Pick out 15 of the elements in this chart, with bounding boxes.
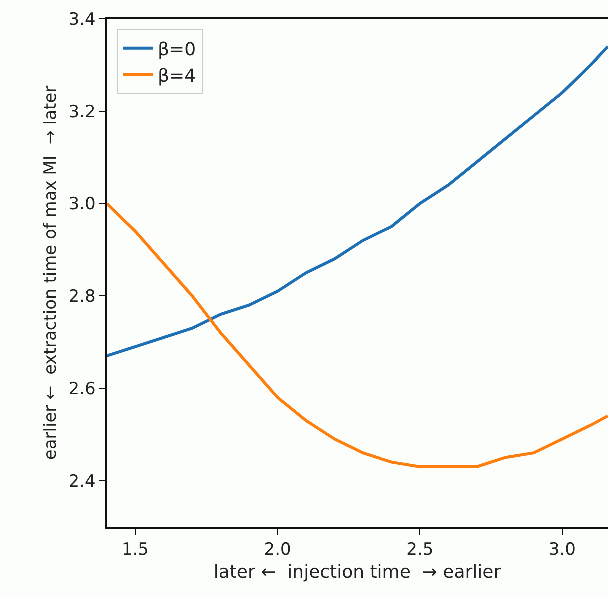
y-tick-label: 2.8 [68, 287, 96, 308]
y-axis-title: earlier ← extraction time of max MI → later [40, 86, 61, 460]
x-tick-label: 2.5 [406, 540, 434, 560]
legend-label: β=4 [158, 66, 196, 87]
y-tick-label: 3.2 [68, 102, 96, 122]
line-series [107, 202, 608, 468]
x-tick-label: 2.0 [264, 540, 292, 560]
x-axis-title: later ← injection time → earlier [214, 562, 502, 583]
legend-label: β=0 [158, 39, 196, 60]
x-tick-label: 1.5 [122, 540, 149, 560]
y-tick-label: 3.0 [68, 194, 96, 215]
y-tick-label: 2.4 [68, 472, 96, 492]
y-tick-label: 2.6 [68, 379, 96, 400]
x-tick-label: 3.0 [548, 540, 576, 560]
y-tick-label: 3.4 [68, 10, 96, 30]
